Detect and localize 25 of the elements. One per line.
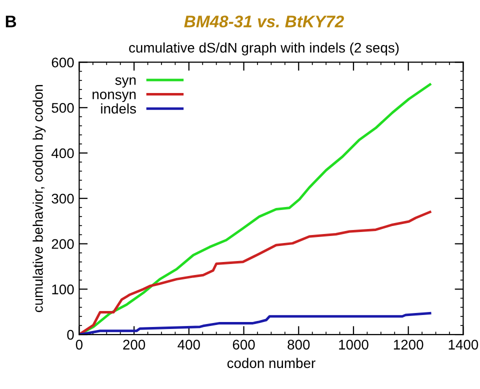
chart-subtitle: cumulative dS/dN graph with indels (2 seqs) (129, 42, 399, 56)
y-tick-label: 500 (52, 102, 74, 113)
chart-title: BM48-31 vs. BtKY72 (184, 16, 344, 28)
x-tick-label: 0 (76, 340, 83, 350)
x-tick-label: 1200 (394, 340, 424, 350)
y-tick-label: 100 (52, 284, 74, 294)
x-tick-label: 600 (232, 340, 255, 350)
x-tick-label: 200 (123, 340, 146, 350)
y-axis-title: cumulative behavior, codon by codon (32, 85, 46, 312)
x-tick-label: 1400 (448, 340, 478, 350)
legend-label: indels (101, 103, 136, 114)
y-tick-label: 0 (67, 330, 74, 340)
line-series (79, 210, 432, 335)
legend-label: nonsyn (92, 92, 136, 102)
text: B (6, 16, 16, 28)
x-tick-label: 400 (178, 340, 200, 350)
y-tick-label: 400 (51, 148, 74, 158)
x-axis-title: codon number (227, 358, 316, 368)
y-tick-label: 200 (52, 239, 74, 249)
y-tick-label: 600 (52, 58, 74, 68)
y-tick-label: 300 (52, 194, 74, 204)
legend-label: syn (115, 77, 136, 88)
x-tick-label: 1000 (339, 340, 368, 350)
line-series (79, 312, 432, 335)
x-tick-label: 800 (288, 340, 310, 350)
